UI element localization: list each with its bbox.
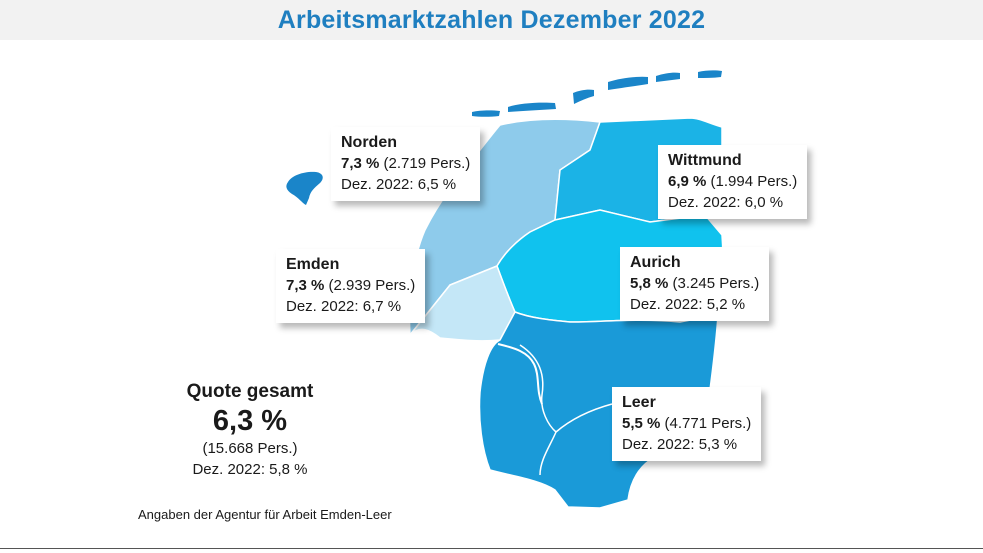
total-summary: Quote gesamt 6,3 % (15.668 Pers.) Dez. 2… xyxy=(150,380,350,480)
region-persons: (4.771 Pers.) xyxy=(664,415,752,432)
region-previous: Dez. 2022: 6,7 % xyxy=(286,298,402,315)
region-previous: Dez. 2022: 6,5 % xyxy=(341,176,457,193)
island-borkum xyxy=(286,171,323,205)
region-persons: (2.939 Pers.) xyxy=(328,277,416,294)
total-quote: 6,3 % xyxy=(212,405,288,437)
river-ems xyxy=(497,343,543,405)
region-previous: Dez. 2022: 5,2 % xyxy=(630,296,746,313)
total-label: Quote gesamt xyxy=(186,381,314,402)
region-persons: (2.719 Pers.) xyxy=(383,155,471,172)
region-name: Norden xyxy=(341,134,397,151)
region-name: Aurich xyxy=(630,254,681,271)
region-persons: (1.994 Pers.) xyxy=(710,173,798,190)
label-leer: Leer 5,5 % (4.771 Pers.) Dez. 2022: 5,3 … xyxy=(612,387,762,461)
page-title: Arbeitsmarktzahlen Dezember 2022 xyxy=(277,6,706,34)
region-persons: (3.245 Pers.) xyxy=(672,275,760,292)
region-previous: Dez. 2022: 6,0 % xyxy=(668,194,784,211)
source-note: Angaben der Agentur für Arbeit Emden-Lee… xyxy=(138,507,392,522)
island-baltrum xyxy=(573,89,594,104)
leer-district-border-east xyxy=(555,403,613,433)
region-name: Leer xyxy=(622,394,656,411)
east-frisian-islands xyxy=(286,70,722,205)
label-emden: Emden 7,3 % (2.939 Pers.) Dez. 2022: 6,7… xyxy=(276,249,426,323)
island-norderney xyxy=(508,102,556,112)
title-bar: Arbeitsmarktzahlen Dezember 2022 xyxy=(0,0,983,40)
leer-district-border xyxy=(519,344,557,476)
region-name: Wittmund xyxy=(668,152,742,169)
total-persons: (15.668 Pers.) xyxy=(202,440,298,457)
region-quote: 5,5 % xyxy=(622,415,661,432)
label-wittmund: Wittmund 6,9 % (1.994 Pers.) Dez. 2022: … xyxy=(658,145,808,219)
label-norden: Norden 7,3 % (2.719 Pers.) Dez. 2022: 6,… xyxy=(331,127,481,201)
label-aurich: Aurich 5,8 % (3.245 Pers.) Dez. 2022: 5,… xyxy=(620,247,770,321)
island-spiekeroog xyxy=(656,72,680,82)
total-previous: Dez. 2022: 5,8 % xyxy=(192,461,308,478)
island-langeoog xyxy=(608,76,648,90)
bottom-divider xyxy=(0,548,983,549)
island-wangerooge xyxy=(698,70,722,78)
region-previous: Dez. 2022: 5,3 % xyxy=(622,436,738,453)
region-name: Emden xyxy=(286,256,340,273)
region-quote: 7,3 % xyxy=(286,277,325,294)
region-quote: 5,8 % xyxy=(630,275,669,292)
island-juist xyxy=(472,110,500,117)
region-quote: 7,3 % xyxy=(341,155,380,172)
region-emden xyxy=(409,265,516,342)
region-quote: 6,9 % xyxy=(668,173,707,190)
